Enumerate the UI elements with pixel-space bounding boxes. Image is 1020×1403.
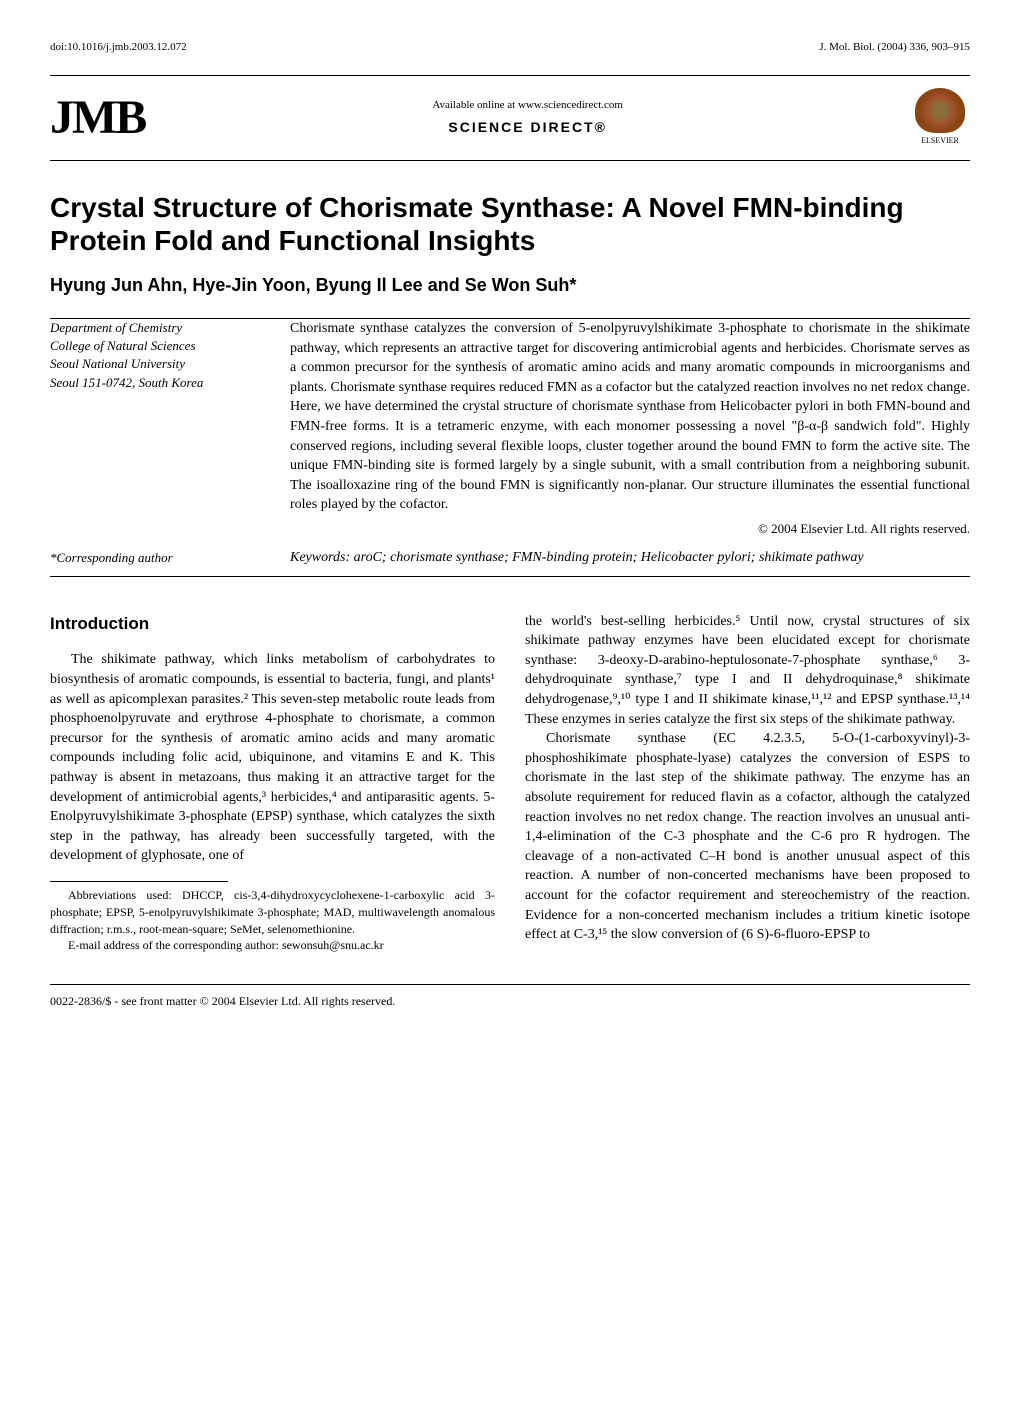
header-top: doi:10.1016/j.jmb.2003.12.072 J. Mol. Bi…: [50, 40, 970, 55]
affiliation: Department of Chemistry College of Natur…: [50, 319, 260, 538]
elsevier-label: ELSEVIER: [910, 135, 970, 146]
header-logos: JMB Available online at www.sciencedirec…: [50, 75, 970, 160]
affiliation-line: Seoul National University: [50, 355, 260, 373]
keywords: Keywords: aroC; chorismate synthase; FMN…: [290, 548, 970, 568]
article-title: Crystal Structure of Chorismate Synthase…: [50, 191, 970, 258]
copyright: © 2004 Elsevier Ltd. All rights reserved…: [290, 520, 970, 538]
keywords-row: *Corresponding author Keywords: aroC; ch…: [50, 548, 970, 577]
abstract-content: Chorismate synthase catalyzes the conver…: [290, 321, 970, 512]
keywords-label: Keywords:: [290, 550, 350, 565]
intro-paragraph: the world's best-selling herbicides.⁵ Un…: [525, 612, 970, 730]
affiliation-line: Department of Chemistry: [50, 319, 260, 337]
footer: 0022-2836/$ - see front matter © 2004 El…: [50, 984, 970, 1010]
email-footnote: E-mail address of the corresponding auth…: [50, 937, 495, 954]
column-content: Introduction The shikimate pathway, whic…: [50, 612, 495, 955]
introduction-heading: Introduction: [50, 612, 495, 636]
elsevier-tree-icon: [915, 88, 965, 133]
email-address: sewonsuh@snu.ac.kr: [282, 938, 384, 952]
abstract-section: Department of Chemistry College of Natur…: [50, 319, 970, 538]
affiliation-line: Seoul 151-0742, South Korea: [50, 374, 260, 392]
abstract-text: Chorismate synthase catalyzes the conver…: [290, 319, 970, 538]
science-direct-logo: SCIENCE DIRECT®: [432, 118, 623, 138]
jmb-logo: JMB: [50, 84, 145, 151]
affiliation-line: College of Natural Sciences: [50, 337, 260, 355]
column-content: the world's best-selling herbicides.⁵ Un…: [525, 612, 970, 945]
email-label: E-mail address of the corresponding auth…: [68, 938, 279, 952]
doi: doi:10.1016/j.jmb.2003.12.072: [50, 40, 187, 55]
authors: Hyung Jun Ahn, Hye-Jin Yoon, Byung Il Le…: [50, 273, 970, 298]
journal-ref: J. Mol. Biol. (2004) 336, 903–915: [819, 40, 970, 55]
corresponding-author: *Corresponding author: [50, 549, 260, 567]
keywords-text: aroC; chorismate synthase; FMN-binding p…: [350, 550, 863, 565]
body-section: Introduction The shikimate pathway, whic…: [50, 612, 970, 955]
footnote-divider: [50, 881, 228, 882]
intro-paragraph: The shikimate pathway, which links metab…: [50, 650, 495, 866]
intro-paragraph: Chorismate synthase (EC 4.2.3.5, 5-O-(1-…: [525, 729, 970, 945]
science-direct-block: Available online at www.sciencedirect.co…: [432, 98, 623, 137]
elsevier-logo: ELSEVIER: [910, 88, 970, 148]
available-online-text: Available online at www.sciencedirect.co…: [432, 98, 623, 113]
abbreviations-footnote: Abbreviations used: DHCCP, cis-3,4-dihyd…: [50, 887, 495, 937]
